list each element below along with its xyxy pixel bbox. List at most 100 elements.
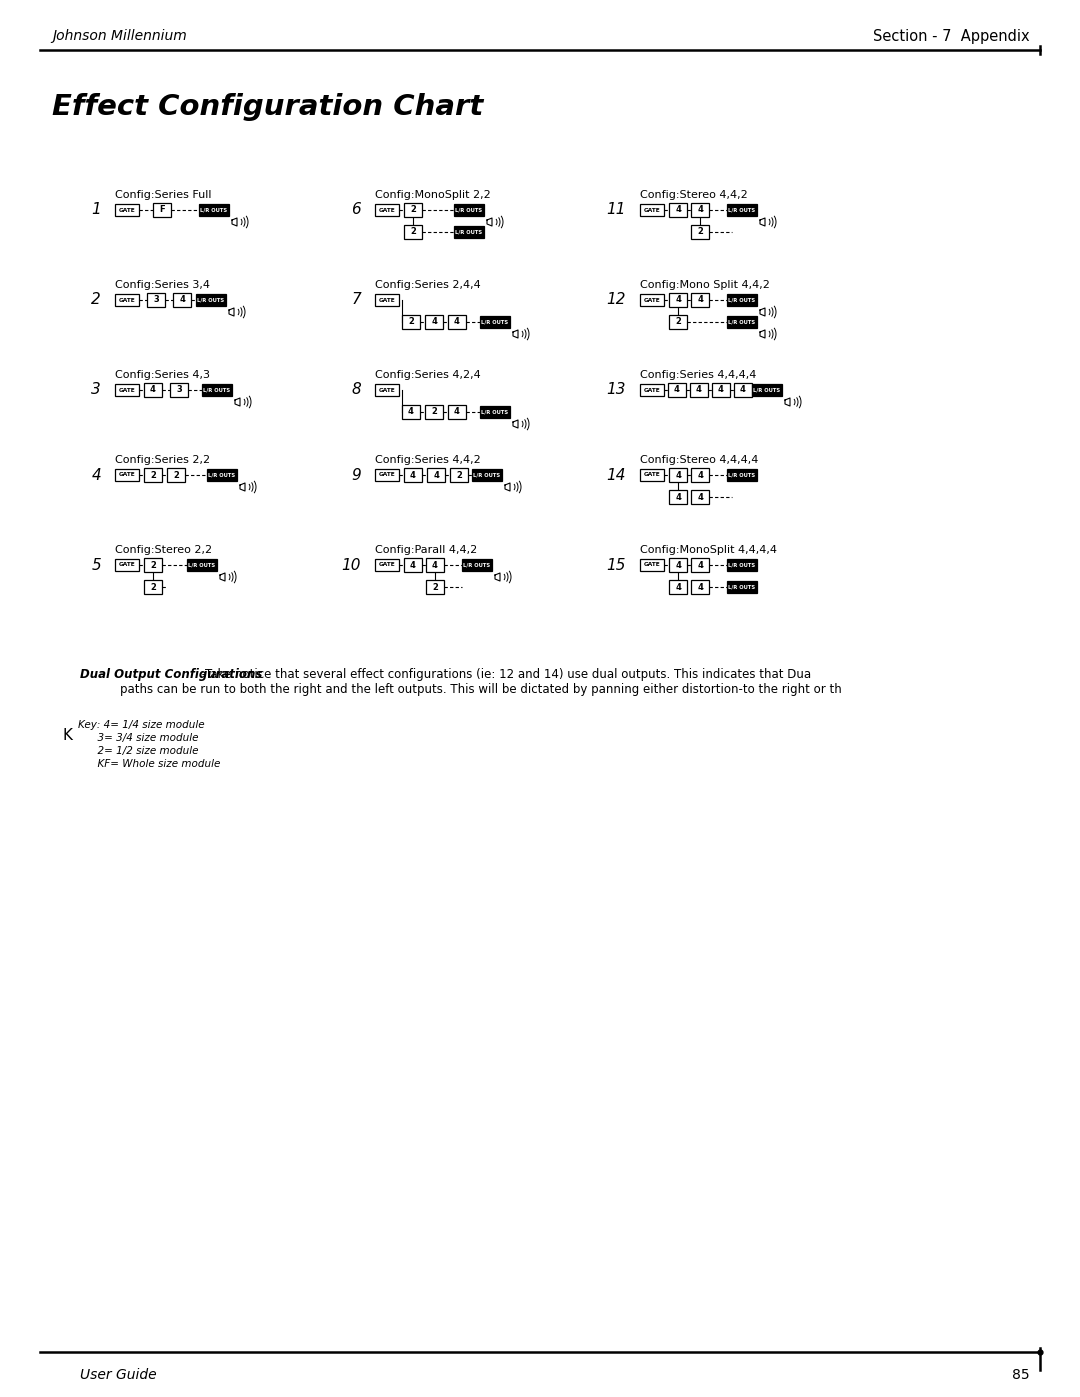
Text: L/R OUTS: L/R OUTS bbox=[728, 584, 756, 590]
Bar bbox=[691, 203, 708, 217]
Text: Config:Stereo 4,4,2: Config:Stereo 4,4,2 bbox=[640, 190, 747, 200]
Text: L/R OUTS: L/R OUTS bbox=[203, 387, 230, 393]
Bar bbox=[173, 293, 191, 307]
Text: 15: 15 bbox=[607, 557, 626, 573]
Bar bbox=[669, 293, 687, 307]
Text: Johnson Millennium: Johnson Millennium bbox=[52, 29, 187, 43]
Text: 4: 4 bbox=[179, 296, 185, 305]
Bar bbox=[691, 293, 708, 307]
Text: L/R OUTS: L/R OUTS bbox=[473, 472, 500, 478]
Bar bbox=[426, 557, 444, 571]
Bar bbox=[375, 204, 399, 217]
Bar bbox=[640, 384, 664, 395]
Text: L/R OUTS: L/R OUTS bbox=[198, 298, 225, 303]
Text: L/R OUTS: L/R OUTS bbox=[456, 208, 483, 212]
Text: 2= 1/2 size module: 2= 1/2 size module bbox=[78, 746, 199, 756]
Text: 2: 2 bbox=[173, 471, 179, 479]
Text: 3= 3/4 size module: 3= 3/4 size module bbox=[78, 733, 199, 743]
Bar bbox=[734, 383, 752, 397]
Text: L/R OUTS: L/R OUTS bbox=[728, 320, 756, 324]
Text: 4: 4 bbox=[697, 386, 702, 394]
Text: Config:MonoSplit 2,2: Config:MonoSplit 2,2 bbox=[375, 190, 490, 200]
Bar bbox=[462, 559, 492, 571]
Text: 4: 4 bbox=[697, 205, 703, 215]
Text: GATE: GATE bbox=[379, 298, 395, 303]
Bar bbox=[170, 383, 188, 397]
Text: L/R OUTS: L/R OUTS bbox=[201, 208, 228, 212]
Text: 2: 2 bbox=[410, 205, 416, 215]
Bar bbox=[426, 580, 444, 594]
Bar bbox=[480, 316, 510, 328]
Text: L/R OUTS: L/R OUTS bbox=[754, 387, 781, 393]
Text: 11: 11 bbox=[607, 203, 626, 218]
Text: GATE: GATE bbox=[644, 387, 660, 393]
Bar bbox=[375, 559, 399, 571]
Text: 4: 4 bbox=[675, 493, 680, 502]
Text: L/R OUTS: L/R OUTS bbox=[728, 298, 756, 303]
Bar bbox=[727, 469, 757, 481]
Text: 2: 2 bbox=[408, 317, 414, 327]
Text: 2: 2 bbox=[432, 583, 437, 591]
Text: GATE: GATE bbox=[119, 298, 135, 303]
Text: Config:Series 4,4,4,4: Config:Series 4,4,4,4 bbox=[640, 370, 756, 380]
Bar bbox=[640, 204, 664, 217]
Bar bbox=[448, 314, 465, 330]
Text: 4: 4 bbox=[408, 408, 414, 416]
Bar bbox=[147, 293, 165, 307]
Text: 3: 3 bbox=[153, 296, 159, 305]
Bar bbox=[640, 469, 664, 481]
Text: 2: 2 bbox=[431, 408, 437, 416]
Bar bbox=[727, 581, 757, 592]
Text: 4: 4 bbox=[674, 386, 680, 394]
Text: Config:Mono Split 4,4,2: Config:Mono Split 4,4,2 bbox=[640, 279, 770, 291]
Bar bbox=[402, 405, 420, 419]
Bar bbox=[727, 204, 757, 217]
Text: Dual Output Configurations: Dual Output Configurations bbox=[80, 668, 262, 680]
Bar bbox=[727, 293, 757, 306]
Text: GATE: GATE bbox=[644, 208, 660, 212]
Text: L/R OUTS: L/R OUTS bbox=[728, 208, 756, 212]
Text: 2: 2 bbox=[675, 317, 680, 327]
Text: 4: 4 bbox=[675, 296, 680, 305]
Text: Config:Series 3,4: Config:Series 3,4 bbox=[114, 279, 210, 291]
Text: 14: 14 bbox=[607, 468, 626, 482]
Text: Config:Stereo 2,2: Config:Stereo 2,2 bbox=[114, 545, 212, 555]
Text: 4: 4 bbox=[740, 386, 746, 394]
Bar bbox=[199, 204, 229, 217]
Text: 4: 4 bbox=[697, 296, 703, 305]
Text: 4: 4 bbox=[433, 471, 438, 479]
Bar bbox=[144, 383, 162, 397]
Bar bbox=[669, 383, 686, 397]
Text: paths can be run to both the right and the left outputs. This will be dictated b: paths can be run to both the right and t… bbox=[120, 683, 841, 696]
Bar bbox=[669, 580, 687, 594]
Bar bbox=[640, 559, 664, 571]
Text: 4: 4 bbox=[675, 205, 680, 215]
Text: 4: 4 bbox=[410, 471, 416, 479]
Text: L/R OUTS: L/R OUTS bbox=[482, 320, 509, 324]
Bar bbox=[691, 468, 708, 482]
Text: GATE: GATE bbox=[119, 563, 135, 567]
Text: 8: 8 bbox=[351, 383, 361, 398]
Bar bbox=[195, 293, 226, 306]
Text: 13: 13 bbox=[607, 383, 626, 398]
Bar bbox=[727, 559, 757, 571]
Text: 10: 10 bbox=[341, 557, 361, 573]
Bar bbox=[404, 468, 422, 482]
Text: Config:MonoSplit 4,4,4,4: Config:MonoSplit 4,4,4,4 bbox=[640, 545, 777, 555]
Bar bbox=[202, 384, 232, 395]
Text: 4: 4 bbox=[432, 560, 437, 570]
Text: Config:Series Full: Config:Series Full bbox=[114, 190, 212, 200]
Bar bbox=[454, 226, 484, 237]
Text: Config:Series 4,4,2: Config:Series 4,4,2 bbox=[375, 455, 481, 465]
Text: GATE: GATE bbox=[379, 563, 395, 567]
Text: GATE: GATE bbox=[644, 563, 660, 567]
Bar bbox=[480, 407, 510, 418]
Text: 4: 4 bbox=[91, 468, 102, 482]
Bar bbox=[187, 559, 217, 571]
Text: F: F bbox=[159, 205, 165, 215]
Bar bbox=[375, 384, 399, 395]
Bar bbox=[426, 405, 443, 419]
Text: GATE: GATE bbox=[119, 208, 135, 212]
Bar bbox=[640, 293, 664, 306]
Text: Config:Stereo 4,4,4,4: Config:Stereo 4,4,4,4 bbox=[640, 455, 758, 465]
